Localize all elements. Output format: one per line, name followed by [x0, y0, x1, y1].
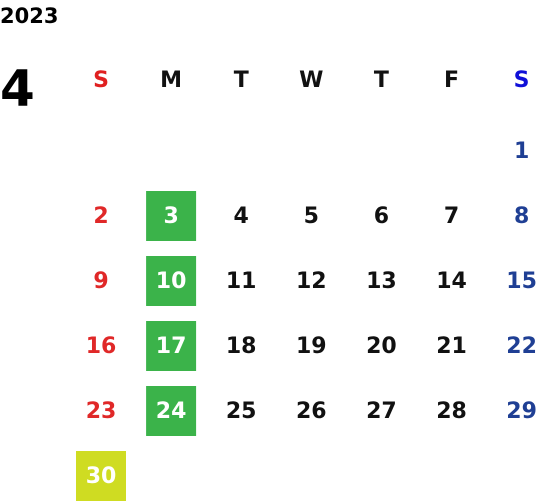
day-number: 10 — [156, 269, 187, 294]
weekday-label: S — [514, 68, 530, 93]
day-number: 25 — [226, 399, 257, 424]
day-highlight — [76, 451, 126, 501]
day-number: 18 — [226, 334, 257, 359]
day-number: 20 — [366, 334, 397, 359]
day-number: 1 — [514, 139, 529, 164]
day-number: 6 — [374, 204, 389, 229]
weekday-label: F — [444, 68, 459, 93]
day-number: 27 — [366, 399, 397, 424]
day-highlight — [146, 191, 197, 241]
day-number: 11 — [226, 269, 257, 294]
day-number: 5 — [304, 204, 319, 229]
day-number: 16 — [86, 334, 117, 359]
weekday-label: T — [374, 68, 389, 93]
day-number: 30 — [86, 464, 117, 489]
day-number: 3 — [163, 204, 178, 229]
weekday-label: S — [93, 68, 109, 93]
day-number: 2 — [93, 204, 108, 229]
year: 2023 — [0, 4, 58, 28]
weekday-label: W — [299, 68, 323, 93]
day-highlight — [146, 386, 197, 436]
weekday-label: T — [234, 68, 249, 93]
day-number: 24 — [156, 399, 187, 424]
day-number: 15 — [506, 269, 537, 294]
month: 4 — [0, 60, 35, 118]
day-number: 17 — [156, 334, 187, 359]
day-number: 7 — [444, 204, 459, 229]
day-number: 28 — [436, 399, 467, 424]
day-number: 12 — [296, 269, 327, 294]
day-number: 22 — [506, 334, 537, 359]
day-number: 21 — [436, 334, 467, 359]
day-number: 23 — [86, 399, 117, 424]
day-highlight — [146, 321, 197, 371]
day-number: 9 — [93, 269, 108, 294]
weekday-label: M — [160, 68, 182, 93]
day-number: 26 — [296, 399, 327, 424]
day-number: 8 — [514, 204, 529, 229]
day-highlight — [146, 256, 197, 306]
day-number: 14 — [436, 269, 467, 294]
day-number: 13 — [366, 269, 397, 294]
day-number: 4 — [234, 204, 249, 229]
day-number: 19 — [296, 334, 327, 359]
day-number: 29 — [506, 399, 537, 424]
